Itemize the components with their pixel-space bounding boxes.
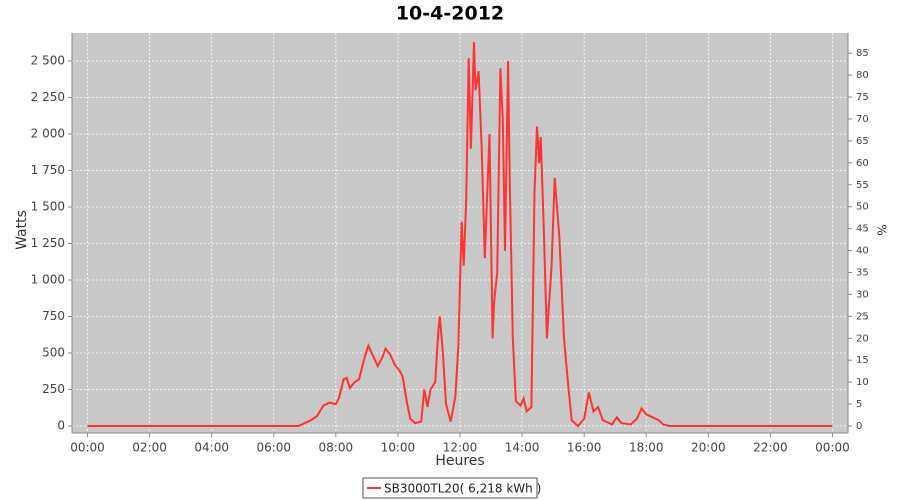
chart-title: 10-4-2012 [396,3,504,25]
y-tick-label: 0 [57,418,65,432]
y-axis-label: Watts [14,210,30,250]
y-tick-label: 2 000 [31,127,65,141]
y-tick-label: 1 500 [31,200,65,214]
y-tick-label: 500 [42,346,65,360]
x-tick-label: 00:00 [70,441,105,455]
y2-tick-label: 60 [856,158,869,169]
x-tick-label: 02:00 [132,441,167,455]
x-tick-label: 14:00 [505,441,540,455]
x-tick-label: 08:00 [319,441,354,455]
legend-box [362,477,538,499]
y2-tick-label: 85 [856,48,869,59]
y2-tick-label: 50 [856,202,869,213]
y-tick-label: 1 250 [31,236,65,250]
x-tick-label: 06:00 [256,441,291,455]
y2-axis-label: % [875,224,889,235]
y-tick-label: 750 [42,309,65,323]
legend-label: SB3000TL20( 6,218 kWh ) [384,482,541,496]
y2-tick-label: 80 [856,70,869,81]
y2-tick-label: 30 [856,289,869,300]
x-tick-label: 00:00 [815,441,850,455]
y2-tick-label: 65 [856,136,869,147]
x-tick-label: 12:00 [443,441,478,455]
y2-tick-label: 25 [856,311,869,322]
y2-tick-label: 5 [856,399,862,410]
y2-tick-label: 40 [856,246,869,257]
y2-tick-label: 15 [856,355,869,366]
y2-tick-label: 45 [856,224,869,235]
y-tick-label: 1 000 [31,273,65,287]
x-axis-label: Heures [435,453,484,469]
y2-tick-label: 55 [856,180,869,191]
y-tick-label: 2 500 [31,54,65,68]
y2-tick-label: 35 [856,267,869,278]
y-tick-label: 1 750 [31,163,65,177]
x-tick-label: 10:00 [381,441,416,455]
x-tick-label: 20:00 [691,441,726,455]
y2-tick-label: 70 [856,114,869,125]
y-tick-label: 2 250 [31,90,65,104]
x-tick-label: 04:00 [194,441,229,455]
y-tick-label: 250 [42,382,65,396]
x-tick-label: 18:00 [629,441,664,455]
x-tick-label: 16:00 [567,441,602,455]
y2-tick-label: 20 [856,333,869,344]
x-tick-label: 22:00 [753,441,788,455]
y2-tick-label: 75 [856,92,869,103]
series-line [87,42,833,428]
y2-tick-label: 10 [856,377,869,388]
y2-tick-label: 0 [856,421,862,432]
